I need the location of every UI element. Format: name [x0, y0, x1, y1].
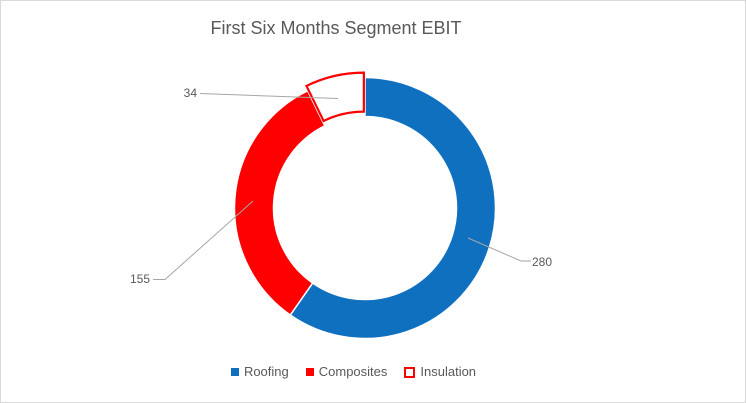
- legend-marker-roofing-icon: [230, 368, 239, 376]
- legend-label: Insulation: [420, 364, 477, 379]
- legend-marker-insulation-icon: [404, 366, 416, 378]
- leader-line-roofing: [467, 237, 531, 262]
- legend-label: Roofing: [243, 364, 289, 379]
- legend-item-insulation[interactable]: Insulation: [404, 364, 476, 380]
- donut-slice-insulation[interactable]: [304, 71, 365, 123]
- legend-item-composites[interactable]: Composites: [305, 364, 388, 380]
- donut-slice-roofing[interactable]: [289, 76, 497, 340]
- leader-line-composites: [153, 200, 254, 280]
- legend-marker-composites-icon: [305, 368, 314, 376]
- leader-line-insulation: [199, 93, 339, 99]
- data-label-insulation: 34: [183, 86, 197, 100]
- donut-slice-composites[interactable]: [233, 89, 326, 317]
- legend-label: Composites: [318, 364, 388, 379]
- chart-title: First Six Months Segment EBIT: [210, 18, 462, 38]
- donut-slices-group: [233, 71, 497, 340]
- chart-legend: Roofing Composites Insulation: [1, 361, 706, 383]
- legend-item-roofing[interactable]: Roofing: [230, 364, 289, 380]
- data-label-roofing: 280: [532, 255, 553, 269]
- data-label-composites: 155: [129, 272, 150, 286]
